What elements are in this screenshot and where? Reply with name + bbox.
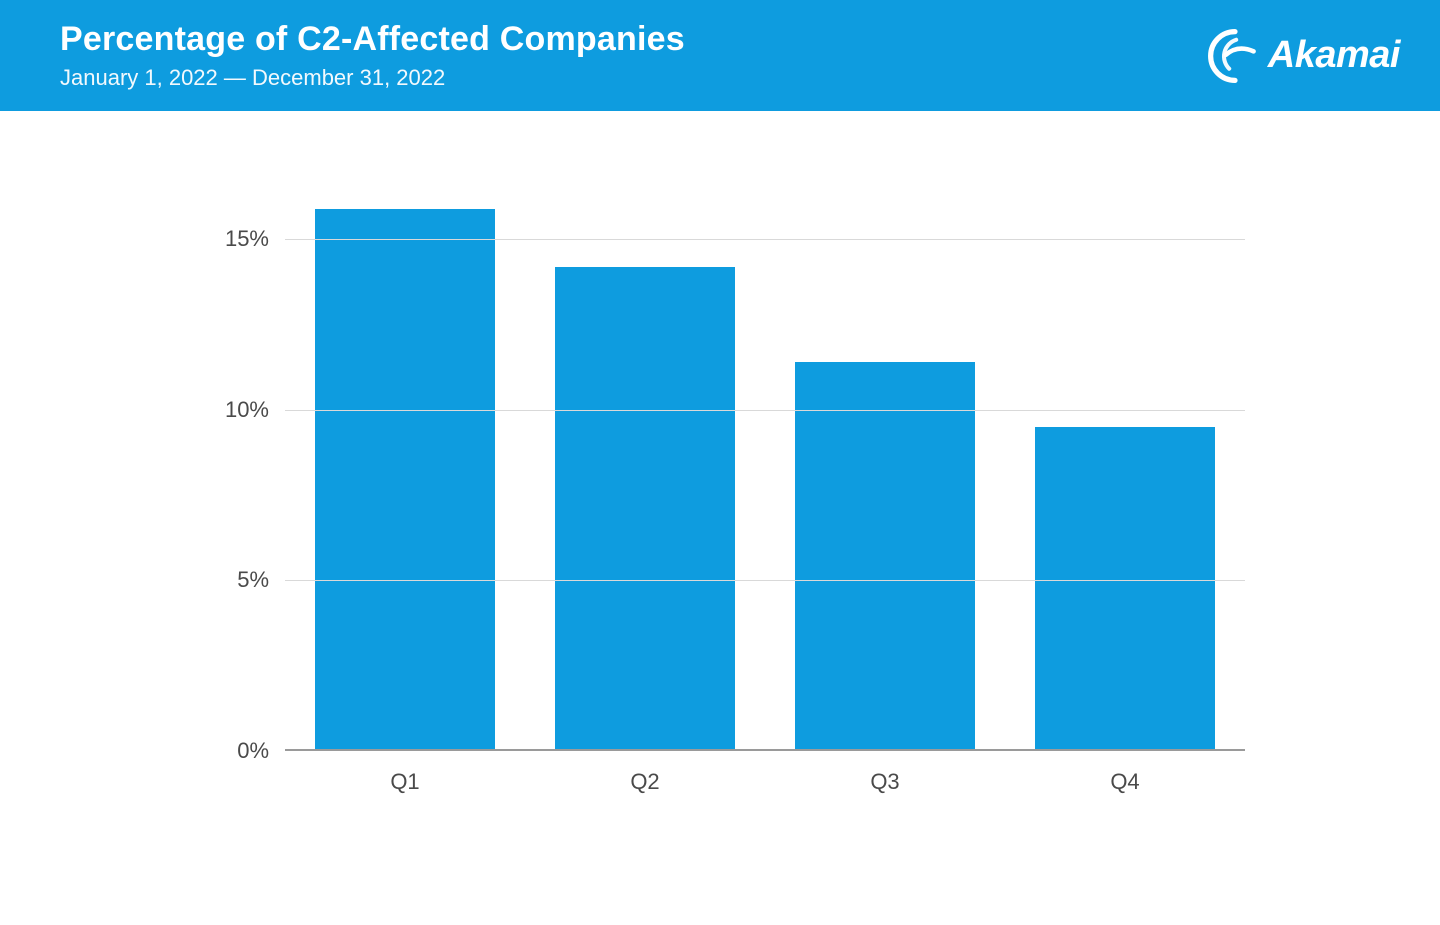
x-tick-label: Q3	[870, 769, 899, 795]
y-tick-label: 5%	[195, 567, 269, 593]
x-tick-label: Q1	[390, 769, 419, 795]
x-axis-baseline	[285, 749, 1245, 751]
bar	[315, 209, 495, 751]
bar	[555, 267, 735, 751]
plot-area	[285, 171, 1245, 751]
header-text-block: Percentage of C2-Affected Companies Janu…	[60, 20, 685, 91]
chart-title: Percentage of C2-Affected Companies	[60, 20, 685, 59]
gridline	[285, 239, 1245, 240]
bar-slot	[525, 171, 765, 751]
bars-group	[285, 171, 1245, 751]
y-tick-label: 10%	[195, 397, 269, 423]
akamai-wave-icon	[1206, 27, 1264, 85]
gridline	[285, 580, 1245, 581]
bar	[1035, 427, 1215, 751]
gridline	[285, 410, 1245, 411]
bar-slot	[765, 171, 1005, 751]
x-tick-label: Q4	[1110, 769, 1139, 795]
chart-subtitle: January 1, 2022 — December 31, 2022	[60, 65, 685, 91]
y-tick-label: 0%	[195, 738, 269, 764]
y-tick-label: 15%	[195, 226, 269, 252]
bar-chart: 0% 5% 10% 15% Q1 Q2 Q3 Q4	[195, 171, 1245, 811]
brand-name: Akamai	[1268, 34, 1400, 77]
bar-slot	[1005, 171, 1245, 751]
x-tick-label: Q2	[630, 769, 659, 795]
bar-slot	[285, 171, 525, 751]
header-bar: Percentage of C2-Affected Companies Janu…	[0, 0, 1440, 111]
bar	[795, 362, 975, 751]
chart-container: 0% 5% 10% 15% Q1 Q2 Q3 Q4	[0, 111, 1440, 851]
brand-logo: Akamai	[1206, 27, 1400, 85]
